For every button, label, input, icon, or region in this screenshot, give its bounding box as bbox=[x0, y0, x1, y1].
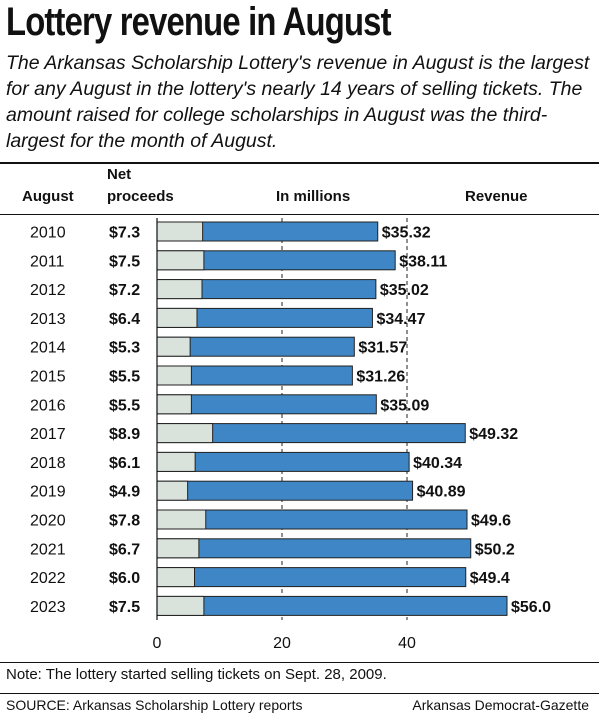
net-bar-2012 bbox=[156, 279, 203, 300]
net-bar-2015 bbox=[156, 365, 192, 386]
revenue-label-2020: $49.6 bbox=[471, 513, 511, 530]
year-label-2015: 2015 bbox=[30, 369, 66, 386]
col-head-revenue: Revenue bbox=[465, 188, 528, 205]
net-bar-2010 bbox=[156, 221, 204, 242]
net-bar-2023 bbox=[156, 595, 205, 616]
net-label-2010: $7.3 bbox=[109, 225, 140, 242]
net-label-2015: $5.5 bbox=[109, 369, 140, 386]
net-bar-2019 bbox=[156, 480, 189, 501]
source-credit: SOURCE: Arkansas Scholarship Lottery rep… bbox=[6, 697, 303, 713]
year-label-2018: 2018 bbox=[30, 455, 66, 472]
x-tick-label-0: 0 bbox=[153, 635, 162, 652]
year-label-2017: 2017 bbox=[30, 426, 66, 443]
revenue-label-2018: $40.34 bbox=[413, 455, 462, 472]
year-label-2016: 2016 bbox=[30, 397, 66, 414]
year-label-2023: 2023 bbox=[30, 599, 66, 616]
col-head-net-line2: proceeds bbox=[107, 188, 174, 205]
net-label-2014: $5.3 bbox=[109, 340, 140, 357]
chart-subtitle: The Arkansas Scholarship Lottery's reven… bbox=[6, 52, 590, 152]
x-tick-label-20: 20 bbox=[273, 635, 291, 652]
net-bar-2017 bbox=[156, 423, 214, 444]
col-head-august: August bbox=[22, 188, 74, 205]
col-head-net-line1: Net bbox=[107, 166, 132, 183]
net-bar-2014 bbox=[156, 336, 191, 357]
net-label-2017: $8.9 bbox=[109, 426, 140, 443]
year-label-2010: 2010 bbox=[30, 225, 66, 242]
revenue-label-2023: $56.0 bbox=[511, 599, 551, 616]
top-rule bbox=[0, 162, 599, 164]
col-head-millions: In millions bbox=[276, 188, 351, 205]
net-bar-2011 bbox=[156, 250, 205, 271]
year-label-2011: 2011 bbox=[30, 253, 65, 270]
net-label-2018: $6.1 bbox=[109, 455, 140, 472]
revenue-label-2012: $35.02 bbox=[380, 282, 429, 299]
net-label-2021: $6.7 bbox=[109, 541, 140, 558]
year-label-2022: 2022 bbox=[30, 570, 66, 587]
header-rule bbox=[0, 214, 599, 215]
net-bar-2013 bbox=[156, 307, 198, 328]
revenue-label-2015: $31.26 bbox=[356, 369, 405, 386]
revenue-label-2019: $40.89 bbox=[417, 484, 466, 501]
year-label-2014: 2014 bbox=[30, 340, 66, 357]
revenue-bar-2019 bbox=[156, 480, 414, 501]
year-label-2021: 2021 bbox=[30, 541, 66, 558]
net-bar-2020 bbox=[156, 509, 207, 530]
footnote: Note: The lottery started selling ticket… bbox=[6, 666, 387, 683]
net-label-2011: $7.5 bbox=[109, 253, 140, 270]
chart-title: Lottery revenue in August bbox=[6, 0, 392, 44]
net-label-2022: $6.0 bbox=[109, 570, 140, 587]
publisher-credit: Arkansas Democrat-Gazette bbox=[412, 697, 589, 713]
net-label-2019: $4.9 bbox=[109, 484, 140, 501]
net-bar-2021 bbox=[156, 538, 200, 559]
x-tick-label-40: 40 bbox=[398, 635, 416, 652]
revenue-label-2011: $38.11 bbox=[399, 253, 447, 270]
revenue-bar-2021 bbox=[156, 538, 472, 559]
revenue-label-2014: $31.57 bbox=[358, 340, 407, 357]
revenue-label-2016: $35.09 bbox=[380, 397, 429, 414]
note-rule bbox=[0, 662, 599, 663]
year-label-2019: 2019 bbox=[30, 484, 66, 501]
revenue-label-2022: $49.4 bbox=[470, 570, 510, 587]
net-label-2016: $5.5 bbox=[109, 397, 140, 414]
revenue-label-2013: $34.47 bbox=[376, 311, 425, 328]
net-bar-2022 bbox=[156, 567, 195, 588]
net-label-2020: $7.8 bbox=[109, 513, 140, 530]
revenue-bar-2023 bbox=[156, 595, 508, 616]
net-label-2013: $6.4 bbox=[109, 311, 140, 328]
net-bar-2016 bbox=[156, 394, 192, 415]
revenue-bar-2022 bbox=[156, 567, 467, 588]
net-label-2023: $7.5 bbox=[109, 599, 140, 616]
net-label-2012: $7.2 bbox=[109, 282, 140, 299]
year-label-2013: 2013 bbox=[30, 311, 66, 328]
year-label-2020: 2020 bbox=[30, 513, 66, 530]
year-label-2012: 2012 bbox=[30, 282, 66, 299]
net-bar-2018 bbox=[156, 451, 196, 472]
footer-rule bbox=[0, 693, 599, 694]
revenue-label-2010: $35.32 bbox=[382, 225, 431, 242]
revenue-label-2017: $49.32 bbox=[469, 426, 518, 443]
revenue-label-2021: $50.2 bbox=[475, 541, 515, 558]
